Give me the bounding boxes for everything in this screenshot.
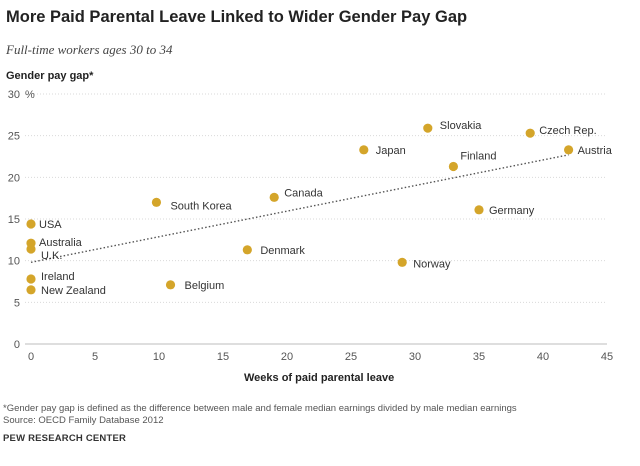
- point-label: Japan: [376, 145, 406, 157]
- point-label: Australia: [39, 237, 83, 249]
- x-axis-label: Weeks of paid parental leave: [244, 372, 395, 384]
- point-label: Finland: [460, 151, 496, 163]
- x-tick-label: 45: [601, 351, 613, 363]
- x-tick-label: 10: [153, 351, 165, 363]
- brand-logo-text: PEW RESEARCH CENTER: [3, 433, 127, 444]
- data-point: [397, 257, 407, 267]
- data-point: [26, 285, 36, 295]
- data-point: [564, 145, 574, 155]
- point-label: South Korea: [170, 200, 232, 212]
- y-tick-label: 30: [8, 89, 20, 101]
- x-tick-label: 30: [409, 351, 421, 363]
- x-tick-label: 20: [281, 351, 293, 363]
- data-point: [423, 123, 433, 133]
- x-tick-label: 0: [28, 351, 34, 363]
- chart-subtitle: Full-time workers ages 30 to 34: [6, 42, 173, 57]
- data-point: [242, 245, 252, 255]
- x-tick-label: 35: [473, 351, 485, 363]
- point-label: U.K.: [41, 250, 62, 262]
- y-unit-label: %: [25, 89, 35, 101]
- x-tick-label: 15: [217, 351, 229, 363]
- data-point: [269, 192, 279, 202]
- point-label: Ireland: [41, 271, 75, 283]
- point-label: Austria: [578, 145, 613, 157]
- y-tick-label: 20: [8, 172, 20, 184]
- data-point: [151, 197, 162, 207]
- x-tick-label: 5: [92, 351, 98, 363]
- y-tick-label: 10: [8, 256, 20, 268]
- data-point: [26, 219, 36, 229]
- data-point: [359, 145, 369, 155]
- footnote-definition: *Gender pay gap is defined as the differ…: [3, 403, 517, 414]
- y-axis-label: Gender pay gap*: [6, 70, 94, 82]
- point-label: Belgium: [185, 280, 225, 292]
- point-label: Norway: [413, 258, 451, 270]
- y-tick-label: 0: [14, 339, 20, 351]
- point-label: New Zealand: [41, 285, 106, 297]
- data-point: [525, 128, 535, 138]
- x-tick-label: 40: [537, 351, 549, 363]
- point-label: Canada: [284, 187, 323, 199]
- point-label: Czech Rep.: [539, 125, 596, 137]
- x-tick-label: 25: [345, 351, 357, 363]
- y-tick-label: 15: [8, 214, 20, 226]
- data-point: [448, 161, 458, 172]
- point-label: Slovakia: [440, 120, 482, 132]
- data-point: [474, 205, 484, 215]
- chart-title: More Paid Parental Leave Linked to Wider…: [6, 8, 468, 26]
- y-tick-label: 5: [14, 297, 20, 309]
- point-label: Denmark: [260, 245, 305, 257]
- point-label: Germany: [489, 205, 535, 217]
- footnote-source: Source: OECD Family Database 2012: [3, 415, 164, 426]
- y-tick-label: 25: [8, 131, 20, 143]
- data-point: [26, 244, 36, 254]
- data-point: [26, 274, 36, 284]
- data-point: [165, 280, 176, 290]
- footnote: *Gender pay gap is defined as the differ…: [3, 403, 517, 427]
- trend-line: [30, 154, 569, 264]
- point-label: USA: [39, 219, 62, 231]
